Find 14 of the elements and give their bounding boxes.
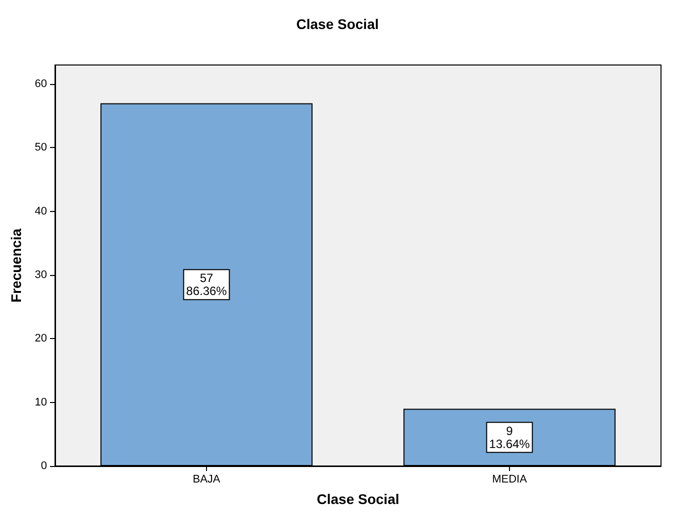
y-tick-label: 40 xyxy=(34,205,47,218)
y-tick-label: 30 xyxy=(34,269,47,282)
data-label: 9 13.64% xyxy=(489,424,530,451)
y-tick-label: 20 xyxy=(34,332,47,345)
x-tick-label: MEDIA xyxy=(492,474,528,486)
y-tick-label: 10 xyxy=(34,396,47,408)
y-tick-label: 0 xyxy=(40,460,47,472)
data-label: 57 86.36% xyxy=(186,271,228,298)
y-axis-title: Frecuencia xyxy=(8,228,24,302)
x-axis-title: Clase Social xyxy=(316,491,400,507)
chart-title: Clase Social xyxy=(296,16,379,32)
y-tick-label: 50 xyxy=(34,142,47,154)
y-tick-label: 60 xyxy=(34,78,47,90)
x-tick-label: BAJA xyxy=(192,474,221,486)
